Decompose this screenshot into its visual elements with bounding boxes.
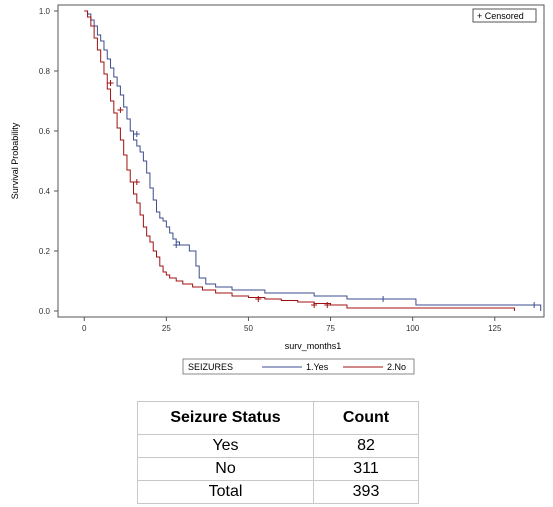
x-tick-label: 75 (326, 324, 335, 333)
row-count: 82 (313, 434, 419, 458)
survival-curves (84, 10, 542, 311)
censor-mark (255, 296, 262, 302)
censor-marks (107, 80, 538, 308)
censor-mark (133, 179, 140, 185)
plot-frame (57, 4, 545, 318)
censor-mark (173, 242, 180, 248)
censor-mark (324, 302, 331, 308)
censor-mark (311, 302, 318, 308)
y-tick-label: 0.4 (39, 187, 51, 196)
x-axis-label: surv_months1 (285, 341, 342, 351)
censored-legend-label: + Censored (477, 11, 524, 21)
seizure-count-table: Seizure Status Count Yes 82 No 311 Total… (137, 401, 419, 504)
header-seizure-status: Seizure Status (137, 401, 314, 435)
x-tick-label: 125 (488, 324, 502, 333)
censored-legend: + Censored (472, 8, 537, 23)
censor-mark (117, 107, 124, 113)
legend-label-series-2: 2.No (387, 362, 406, 372)
table-row: No 311 (137, 457, 419, 481)
x-tick-label: 50 (244, 324, 253, 333)
x-tick-label: 0 (82, 324, 87, 333)
y-tick-label: 0.2 (39, 247, 51, 256)
x-tick-label: 25 (162, 324, 171, 333)
y-tick-label: 0.8 (39, 67, 51, 76)
row-label: No (137, 457, 314, 481)
censor-mark (107, 80, 114, 86)
legend-title: SEIZURES (188, 362, 233, 372)
table-header-row: Seizure Status Count (137, 401, 419, 435)
y-tick-label: 0.6 (39, 127, 51, 136)
row-count: 311 (313, 457, 419, 481)
y-axis: 0.0 0.2 0.4 0.6 0.8 1.0 (39, 7, 58, 316)
survival-curve-series-2 (84, 10, 515, 311)
header-count: Count (313, 401, 419, 435)
y-axis-label: Survival Probability (10, 122, 20, 199)
row-label: Yes (137, 434, 314, 458)
row-count: 393 (313, 480, 419, 504)
km-chart: 0.0 0.2 0.4 0.6 0.8 1.0 0 25 50 75 100 125 Surviva… (10, 4, 545, 375)
x-axis: 0 25 50 75 100 125 (82, 317, 502, 333)
legend-label-series-1: 1.Yes (306, 362, 329, 372)
table-row: Yes 82 (137, 434, 419, 458)
y-tick-label: 1.0 (39, 7, 51, 16)
censor-mark (380, 296, 387, 302)
table-row: Total 393 (137, 480, 419, 504)
censored-legend-box (472, 8, 537, 23)
x-tick-label: 100 (406, 324, 420, 333)
survival-curve-series-1 (84, 10, 542, 311)
y-tick-label: 0.0 (39, 307, 51, 316)
censor-mark (531, 302, 538, 308)
series-legend: SEIZURES 1.Yes 2.No (182, 358, 415, 375)
censor-mark (133, 131, 140, 137)
row-label: Total (137, 480, 314, 504)
